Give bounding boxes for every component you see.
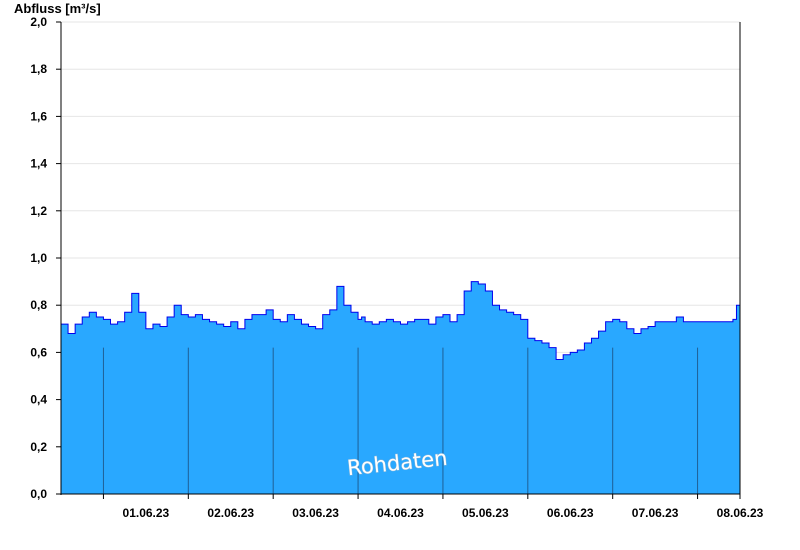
y-tick-label: 0,2 [30,440,47,454]
plot-area [61,281,741,494]
discharge-area [61,281,740,494]
x-tick-label: 06.06.23 [547,506,594,520]
x-tick-label: 05.06.23 [462,506,509,520]
y-tick-label: 1,2 [30,204,47,218]
y-tick-label: 1,6 [30,109,47,123]
x-tick-label: 08.06.23 [717,506,764,520]
y-tick-label: 0,4 [30,393,47,407]
x-tick-label: 07.06.23 [632,506,679,520]
x-tick-label: 03.06.23 [292,506,339,520]
y-tick-label: 1,0 [30,251,47,265]
y-tick-label: 2,0 [30,15,47,29]
y-tick-label: 0,0 [30,487,47,501]
y-axis-ticks: 0,0 0,2 0,4 0,6 0,8 1,0 1,2 1,4 1,6 1,8 2,0 [30,15,61,501]
x-tick-label: 04.06.23 [377,506,424,520]
y-axis-label: Abfluss [m³/s] [14,1,101,16]
y-tick-label: 0,6 [30,345,47,359]
day-dividers [102,347,699,494]
x-tick-label: 02.06.23 [207,506,254,520]
y-tick-label: 0,8 [30,298,47,312]
x-axis-ticks: 01.06.23 02.06.23 03.06.23 04.06.23 05.06.23… [102,494,764,520]
y-tick-label: 1,4 [30,157,47,171]
discharge-line [61,281,741,360]
x-tick-label: 01.06.23 [123,506,170,520]
y-tick-label: 1,8 [30,62,47,76]
